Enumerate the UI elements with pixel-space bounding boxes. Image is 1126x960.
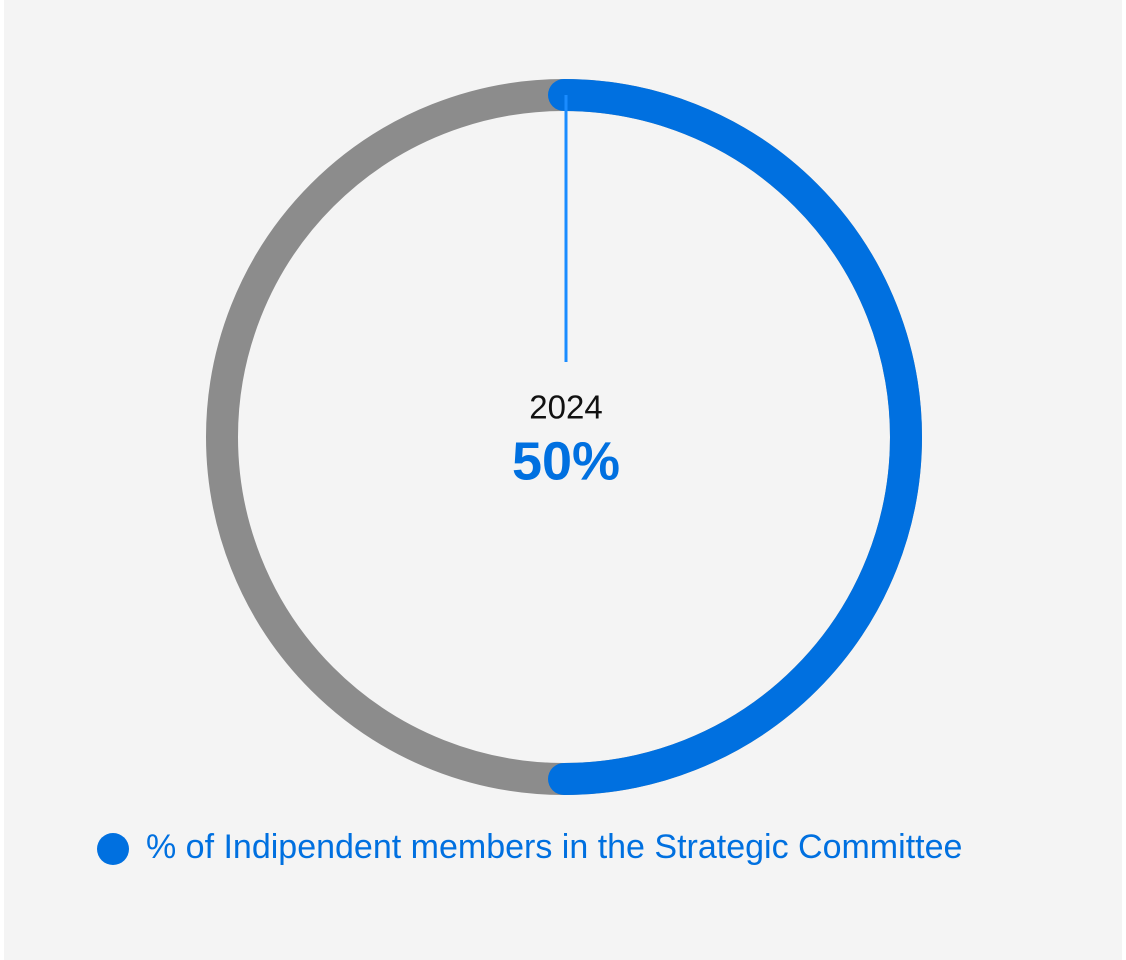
legend-marker bbox=[97, 833, 129, 865]
background bbox=[4, 0, 1122, 960]
legend-label: % of Indipendent members in the Strategi… bbox=[146, 828, 962, 866]
value-label: 50% bbox=[512, 431, 620, 491]
plot bbox=[206, 79, 922, 795]
category-label: 2024 bbox=[529, 389, 602, 426]
arc bbox=[548, 79, 922, 795]
